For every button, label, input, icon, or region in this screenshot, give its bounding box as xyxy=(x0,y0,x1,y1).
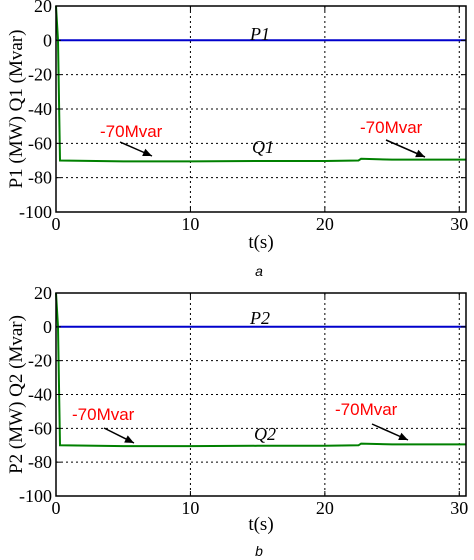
y-tick-label: -60 xyxy=(28,133,52,153)
x-tick-label: 10 xyxy=(181,214,199,234)
series-label: P2 xyxy=(249,308,270,328)
panel-a: 0 10 20 30 20 0 -20 -40 -60 -80 -100 t(s) P1 (MW) Q1… xyxy=(6,0,468,279)
series-label: Q1 xyxy=(252,137,274,157)
x-tick-label: 0 xyxy=(52,214,61,234)
annotation-label: -70Mvar xyxy=(360,118,423,137)
y-tick-label: 20 xyxy=(34,0,52,16)
annotation-arrow-head xyxy=(415,149,425,158)
annotation-label: -70Mvar xyxy=(72,405,135,424)
x-axis-label: t(s) xyxy=(248,514,273,535)
x-tick-label: 10 xyxy=(181,498,199,518)
x-tick-label: 0 xyxy=(52,498,61,518)
y-tick-label: -40 xyxy=(28,99,52,119)
x-tick-label: 30 xyxy=(450,214,468,234)
y-tick-label: -80 xyxy=(28,452,52,472)
panel-b: 0 10 20 30 20 0 -20 -40 -60 -80 -100 t(s) P2 (MW) Q2… xyxy=(6,283,468,559)
annotation-arrow-head xyxy=(398,432,408,440)
panel-label: a xyxy=(255,263,263,279)
panel-label: b xyxy=(255,543,263,559)
y-tick-label: 0 xyxy=(43,317,52,337)
series-line-Q2 xyxy=(55,292,466,448)
y-tick-label: 0 xyxy=(43,30,52,50)
y-tick-label: -100 xyxy=(19,202,52,222)
y-tick-label: -60 xyxy=(28,418,52,438)
x-tick-label: 20 xyxy=(316,498,334,518)
x-tick-label: 20 xyxy=(316,214,334,234)
x-tick-label: 30 xyxy=(450,498,468,518)
series-line-Q1 xyxy=(55,5,466,163)
y-tick-label: 20 xyxy=(34,283,52,303)
y-tick-label: -40 xyxy=(28,385,52,405)
series-label: P1 xyxy=(249,24,270,44)
y-axis-label: P1 (MW) Q1 (Mvar) xyxy=(6,30,27,189)
annotation-label: -70Mvar xyxy=(335,400,398,419)
y-tick-label: -20 xyxy=(28,65,52,85)
y-tick-label: -80 xyxy=(28,168,52,188)
annotation-arrow-head xyxy=(124,435,134,443)
y-axis-label: P2 (MW) Q2 (Mvar) xyxy=(6,315,27,474)
y-tick-label: -20 xyxy=(28,351,52,371)
annotation-label: -70Mvar xyxy=(100,122,163,141)
series-label: Q2 xyxy=(254,424,276,444)
annotation-arrow-head xyxy=(142,148,152,157)
x-axis-label: t(s) xyxy=(248,232,273,253)
y-tick-label: -100 xyxy=(19,486,52,506)
